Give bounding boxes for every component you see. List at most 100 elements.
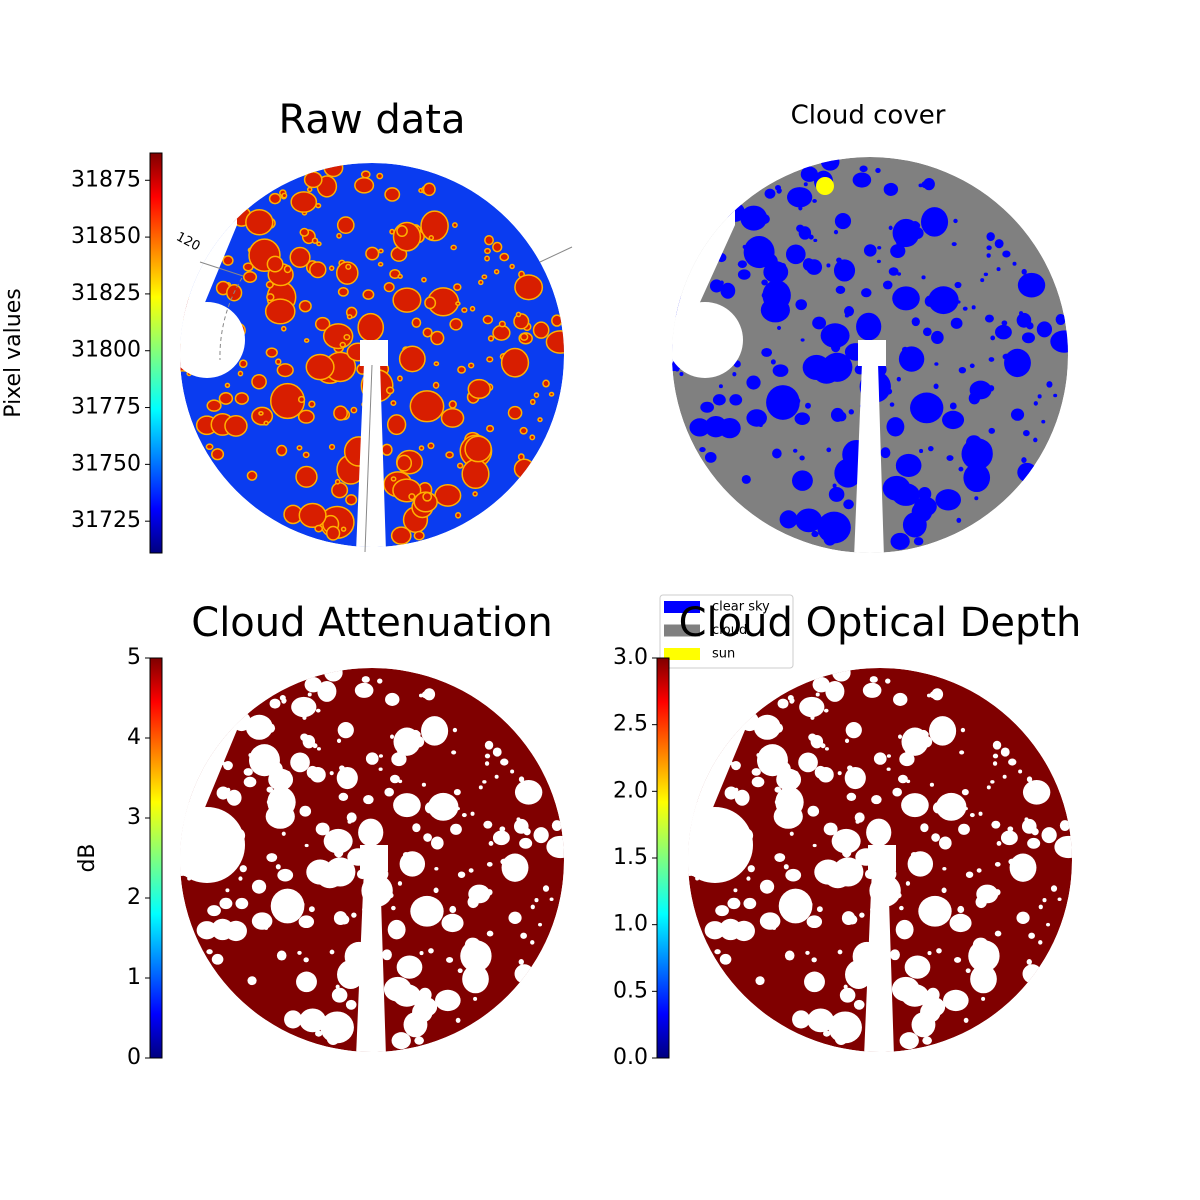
cloud-gap [970,964,997,994]
cloud-gap [938,836,952,850]
cloud-gap [383,281,395,293]
cloud-gap [796,224,805,233]
mask-notch [180,807,245,883]
cloud-gap [341,1032,346,1037]
cloud-gap [709,279,724,293]
cloud-gap [529,434,536,441]
cloud-gap [307,692,312,697]
cloud-gap [266,853,278,862]
cloud-gap [419,950,424,956]
cloud-gap [741,475,751,484]
cloud-gap [409,390,445,423]
cloud-gap [958,823,970,835]
cloud-gap [971,305,976,310]
cloud-gap [325,525,341,541]
cloud-gap [980,278,985,283]
cloud-gap [532,321,550,339]
cloud-gap [821,352,853,382]
cloud-gap [464,435,492,463]
mask-notch [180,302,245,378]
annotation: 120 [174,230,203,255]
cloud-gap [329,771,334,776]
cloud-gap [267,761,283,777]
tick-label: 2.0 [613,778,648,803]
cloud-gap [239,865,247,873]
cloud-gap [1041,827,1057,844]
cloud-gap [994,239,1004,249]
cloud-gap [888,267,899,276]
cloud-gap [885,388,893,395]
horizon-arc [219,277,243,361]
cloud-gap [513,458,535,480]
cloud-gap [309,766,326,783]
cloud-gap [281,325,287,332]
cloud-gap [913,496,937,517]
cloud-gap [317,680,337,702]
cloud-gap [481,274,488,280]
cloud-gap [885,678,891,684]
cloud-gap [732,371,737,377]
cloud-gap [494,774,499,779]
cloud-gap [510,769,515,774]
cloud-gap [963,463,991,493]
cloud-gap [718,384,723,389]
cloud-gap [996,841,1002,846]
cloud-gap [1002,250,1011,258]
cloud-gap [778,888,813,924]
cloud-gap [843,984,848,989]
cloud-gap [918,895,952,927]
cloud-gap [336,766,358,790]
cloud-gap [422,327,433,338]
cloud-gap [895,919,914,940]
cloud-gap [954,281,962,289]
cloud-gap [461,813,467,818]
cloud-gap [1046,922,1051,927]
cloud-gap [1028,838,1036,846]
cloud-gap [899,982,904,986]
cloud-gap [393,793,421,818]
cloud-gap [424,296,437,310]
legend-swatch [664,648,700,660]
cloud-gap [785,244,806,265]
cloud-gap [897,272,902,276]
cloud-gap [445,451,454,459]
cloud-gap [224,415,248,437]
cloud-gap [486,424,495,433]
cloud-gap [799,455,805,461]
cloud-gap [245,714,273,740]
cloud-gap [450,823,462,835]
cloud-gap [276,444,288,457]
cloud-gap [1055,314,1066,325]
cloud-gap [934,362,939,366]
tick-label: 2.5 [613,712,648,737]
cloud-gap [897,774,908,784]
cloud-gap [328,265,335,271]
cloud-gap [899,752,915,767]
cloud-gap [724,786,738,800]
cloud-gap [546,835,564,859]
cloud-gap [196,921,218,940]
cloud-gap [345,769,351,775]
cloud-gap [937,740,942,745]
cloud-gap [803,182,808,187]
cloud-gap [1019,311,1024,316]
cloud-gap [324,668,343,682]
cloud-gap [961,788,969,796]
cloud-gap [346,314,353,320]
cloud-gap [430,836,444,850]
cloud-gap [385,386,395,395]
cloud-gap [764,188,776,199]
cloud-gap [700,401,714,413]
cloud-gap [772,364,789,377]
tick-label: 31875 [71,167,141,192]
cloud-gap [455,301,461,306]
cloud-gap [901,793,929,818]
cloud-gap [333,911,348,926]
cloud-gap [882,280,893,290]
cloud-gap [990,335,996,341]
cloud-gap [794,412,810,425]
cloud-gap [386,414,407,436]
cloud-gap [520,838,528,846]
cloud-gap [949,402,957,410]
cloud-gap [412,823,421,833]
